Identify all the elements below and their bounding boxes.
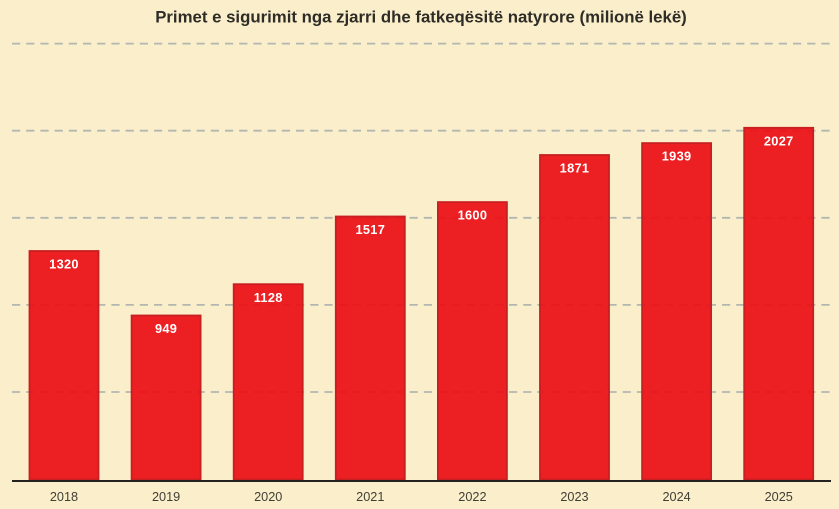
svg-text:2020: 2020 <box>254 490 282 504</box>
svg-text:949: 949 <box>155 321 177 336</box>
svg-text:1871: 1871 <box>560 161 590 176</box>
svg-text:2024: 2024 <box>662 490 690 504</box>
svg-text:2018: 2018 <box>50 490 78 504</box>
svg-text:1128: 1128 <box>254 290 283 305</box>
svg-text:1600: 1600 <box>458 208 488 223</box>
svg-text:1320: 1320 <box>49 257 79 272</box>
svg-text:Primet e sigurimit nga zjarri: Primet e sigurimit nga zjarri dhe fatkeq… <box>155 8 687 27</box>
svg-text:1517: 1517 <box>355 222 385 237</box>
svg-text:2019: 2019 <box>152 490 180 504</box>
svg-text:2022: 2022 <box>458 490 486 504</box>
svg-text:2021: 2021 <box>356 490 384 504</box>
svg-text:2027: 2027 <box>764 133 794 148</box>
svg-text:2025: 2025 <box>765 490 793 504</box>
svg-text:1939: 1939 <box>662 149 692 164</box>
svg-text:2023: 2023 <box>560 490 588 504</box>
